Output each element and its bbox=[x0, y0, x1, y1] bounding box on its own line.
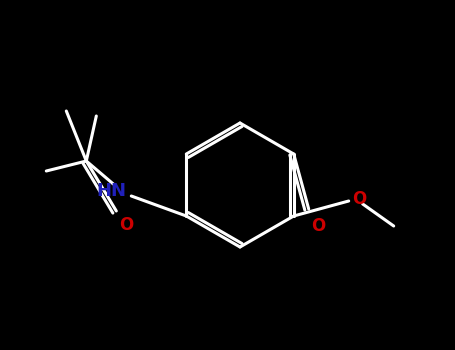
Text: O: O bbox=[119, 216, 134, 234]
Text: HN: HN bbox=[96, 182, 126, 200]
Text: O: O bbox=[352, 190, 366, 208]
Text: O: O bbox=[311, 217, 325, 235]
